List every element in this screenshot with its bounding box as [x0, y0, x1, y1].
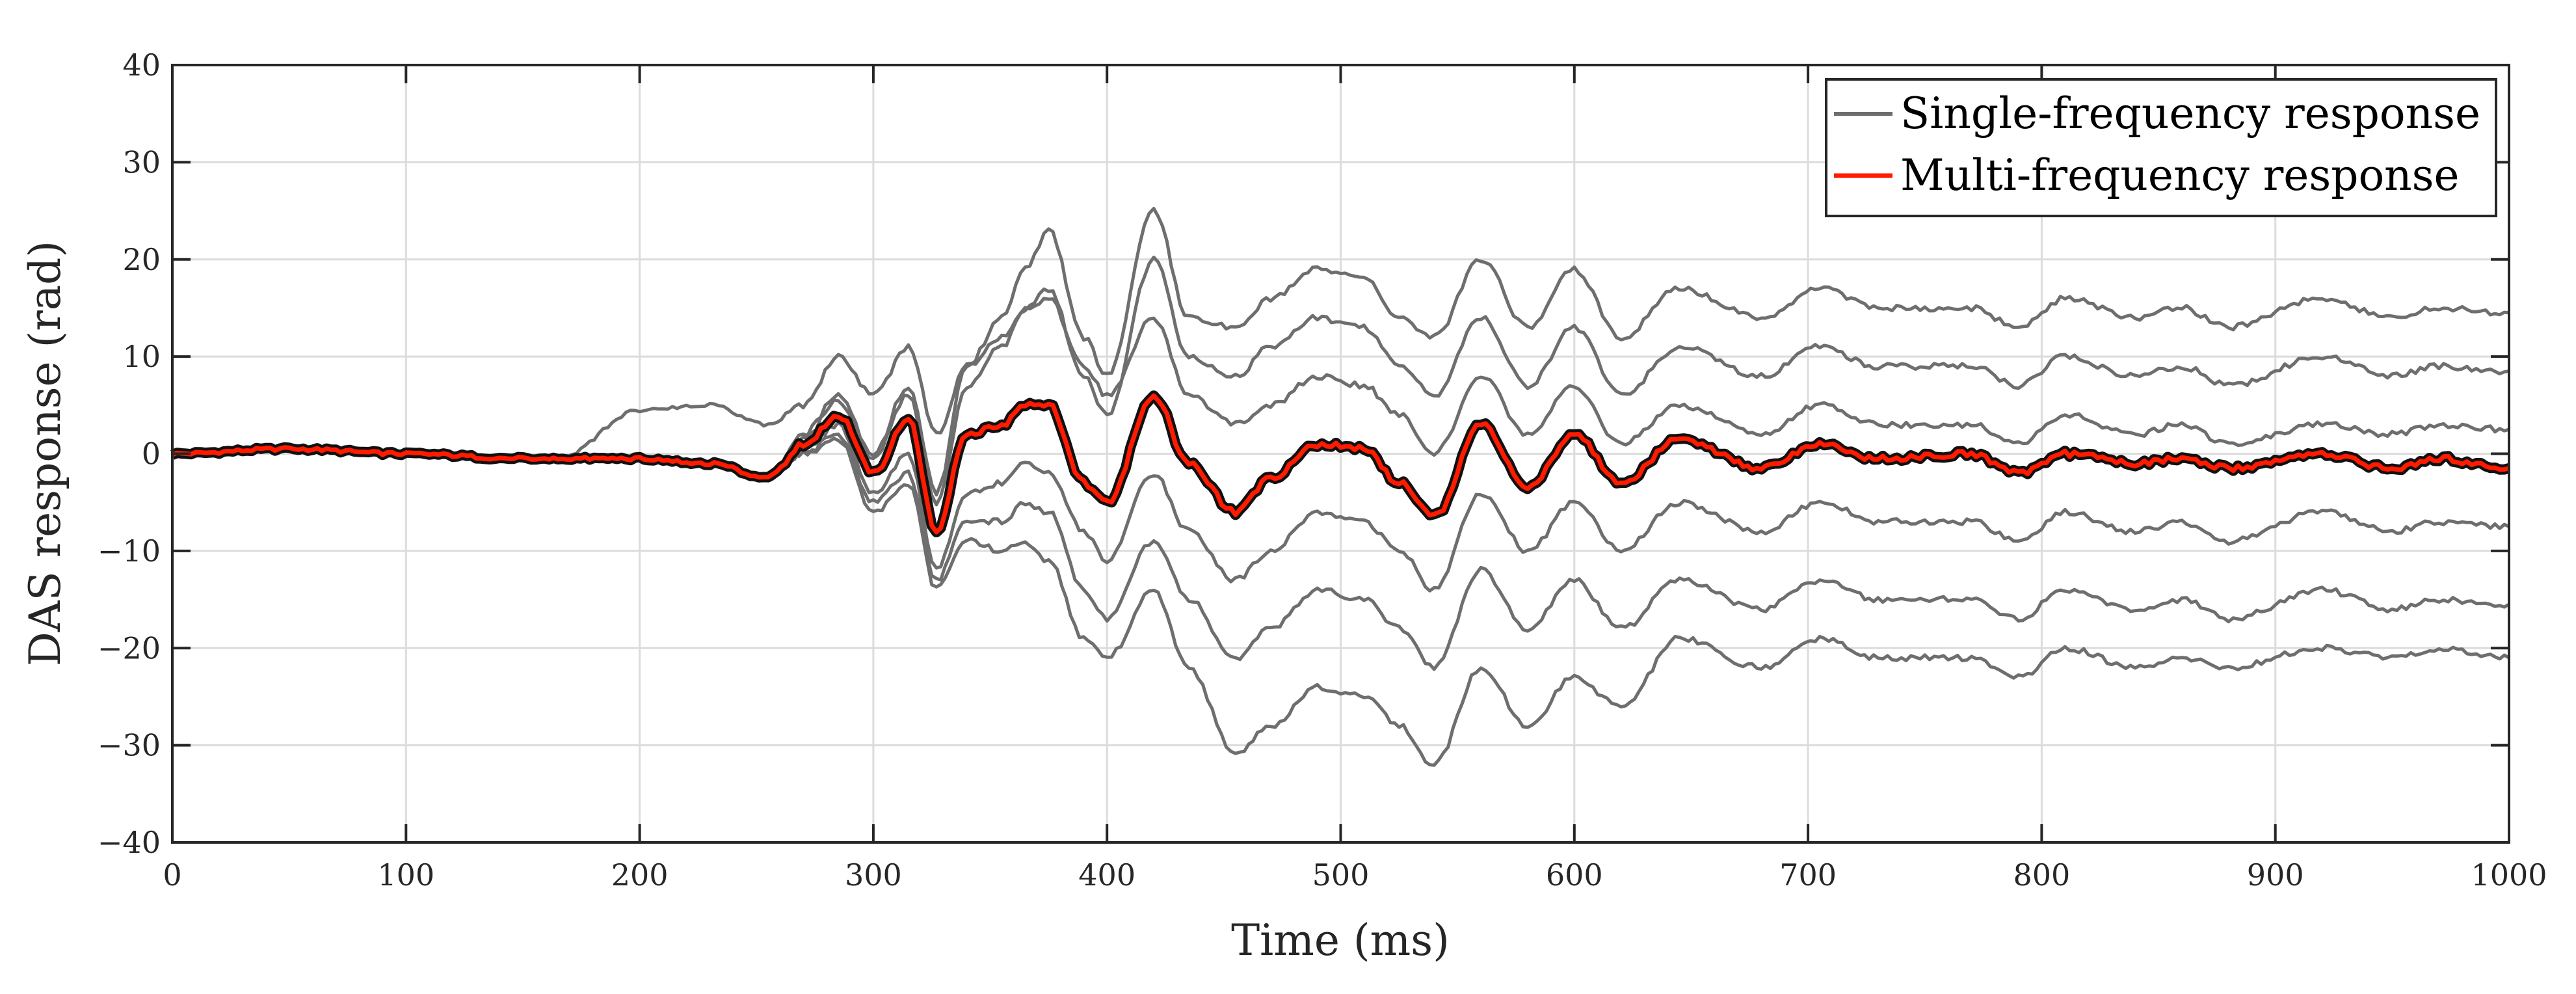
x-tick-label: 600: [1546, 857, 1603, 893]
x-tick-label: 400: [1078, 857, 1135, 893]
series-line-multi-frequency: [171, 393, 2510, 535]
legend: Single-frequency response Multi-frequenc…: [1825, 78, 2497, 217]
x-tick-label: 300: [845, 857, 902, 893]
legend-label-single: Single-frequency response: [1900, 88, 2480, 139]
y-tick-label: 10: [122, 339, 161, 374]
ticks: 0 100 200 300 400 500 600 700 800 900 1000−40−30−2…: [98, 47, 2547, 893]
series-layer: [170, 207, 2510, 767]
y-tick-label: 0: [142, 437, 161, 472]
legend-box: [1825, 78, 2497, 217]
y-tick-label: 20: [122, 242, 161, 277]
y-tick-label: −20: [98, 630, 161, 665]
y-tick-label: 40: [122, 47, 161, 83]
x-tick-label: 500: [1312, 857, 1370, 893]
y-tick-label: 30: [122, 144, 161, 180]
x-axis-title: Time (ms): [1231, 915, 1450, 965]
x-tick-label: 800: [2013, 857, 2070, 893]
x-tick-label: 0: [163, 857, 181, 893]
x-tick-label: 1000: [2471, 857, 2547, 893]
x-tick-label: 700: [1779, 857, 1837, 893]
x-tick-label: 200: [611, 857, 669, 893]
y-axis-title: DAS response (rad): [20, 241, 70, 666]
legend-label-multi: Multi-frequency response: [1900, 150, 2460, 200]
y-tick-label: −10: [98, 533, 161, 569]
y-tick-label: −30: [98, 728, 161, 763]
x-tick-label: 100: [377, 857, 434, 893]
x-tick-label: 900: [2247, 857, 2304, 893]
y-tick-label: −40: [98, 825, 161, 860]
